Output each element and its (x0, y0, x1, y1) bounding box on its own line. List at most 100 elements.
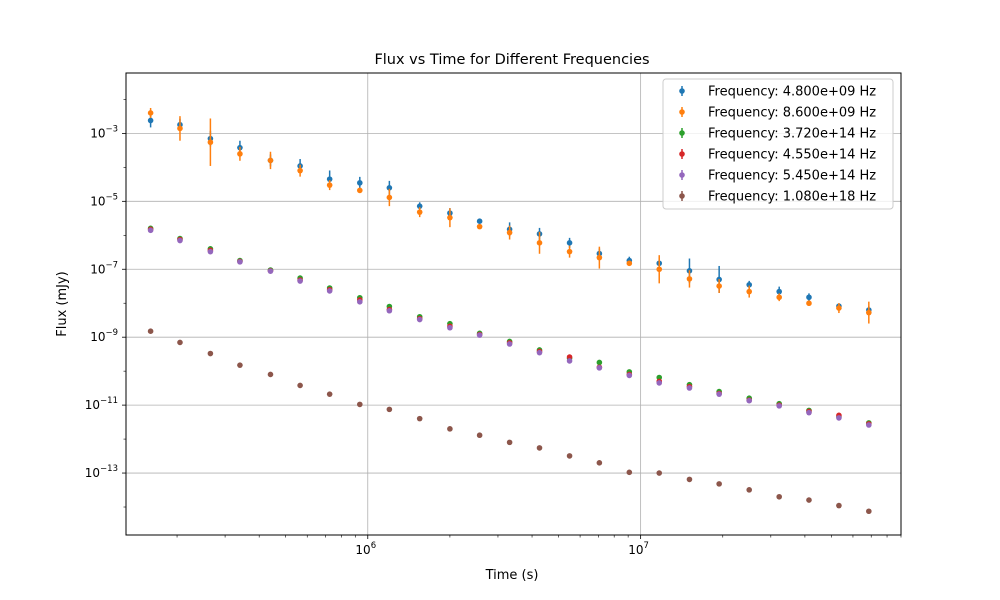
data-point (326, 182, 333, 188)
series-2 (147, 107, 872, 324)
data-point (566, 354, 573, 360)
data-point (806, 409, 812, 416)
data-point (776, 294, 782, 301)
data-point (656, 380, 663, 386)
data-point (746, 281, 753, 288)
data-point (716, 283, 722, 289)
legend-point-marker (679, 109, 685, 115)
legend-label: Frequency: 4.550e+14 Hz (708, 148, 876, 163)
legend-point-marker (679, 151, 685, 157)
data-point (207, 139, 214, 146)
data-point (237, 259, 243, 265)
chart-title: Flux vs Time for Different Frequencies (374, 52, 649, 68)
data-point (357, 187, 363, 194)
data-point (806, 294, 812, 301)
legend-label: Frequency: 5.450e+14 Hz (708, 169, 876, 184)
data-point (746, 487, 753, 493)
legend: Frequency: 4.800e+09 Hz Frequency: 8.600e… (662, 78, 894, 210)
plot-frame (125, 72, 902, 536)
data-point (267, 371, 274, 378)
data-point (326, 288, 333, 294)
data-point (207, 350, 214, 357)
data-point (866, 508, 872, 515)
data-point (536, 349, 543, 356)
x-axis-label: Time (s) (485, 568, 539, 583)
data-point (806, 300, 812, 307)
data-point (147, 117, 154, 124)
data-point (566, 453, 573, 459)
data-point (326, 391, 333, 397)
data-point (386, 406, 393, 413)
series-3 (147, 225, 872, 426)
data-point (297, 382, 303, 389)
series-6 (147, 328, 872, 515)
data-point (836, 415, 842, 421)
data-point (506, 229, 513, 236)
data-point (686, 385, 693, 391)
y-tick-label: 10−13 (85, 464, 118, 480)
series-4 (147, 226, 872, 427)
data-point (177, 125, 183, 132)
data-point (626, 372, 633, 379)
data-point (357, 180, 363, 186)
data-point (147, 227, 154, 234)
data-point (776, 403, 782, 409)
grid-lines (126, 73, 901, 535)
legend-label: Frequency: 3.720e+14 Hz (708, 127, 876, 142)
data-point (177, 237, 183, 244)
data-point (566, 358, 573, 364)
legend-label: Frequency: 1.080e+18 Hz (708, 190, 876, 205)
data-point (866, 422, 872, 428)
y-axis-label: Flux (mJy) (55, 271, 70, 337)
data-point (297, 278, 303, 284)
y-tick-label: 10−9 (90, 328, 118, 344)
data-point (357, 299, 363, 305)
data-point (386, 194, 393, 201)
data-point (267, 157, 274, 164)
data-point (237, 362, 243, 368)
data-point (746, 288, 753, 295)
data-point (716, 481, 722, 487)
legend-point-marker (679, 88, 685, 94)
data-point (447, 324, 453, 331)
x-tick-label: 106 (355, 541, 376, 557)
data-point (447, 214, 453, 221)
data-point (806, 497, 812, 503)
data-point (866, 309, 872, 316)
data-point (656, 266, 663, 273)
data-point (506, 341, 513, 347)
data-point (596, 365, 603, 371)
legend-item: Frequency: 4.550e+14 Hz (679, 148, 876, 163)
data-point (476, 432, 483, 439)
legend-label: Frequency: 8.600e+09 Hz (708, 106, 876, 121)
data-point (686, 276, 693, 282)
data-point (207, 248, 214, 255)
data-point (386, 185, 393, 191)
data-point (746, 397, 753, 404)
x-tick-label: 107 (628, 541, 649, 557)
data-point (297, 167, 303, 174)
data-points (147, 107, 872, 515)
data-point (476, 218, 483, 224)
legend-item: Frequency: 1.080e+18 Hz (679, 190, 876, 205)
data-point (686, 476, 693, 483)
data-point (416, 415, 423, 422)
legend-point-marker (679, 193, 685, 199)
data-point (447, 426, 453, 432)
data-point (566, 240, 573, 246)
legend-item: Frequency: 3.720e+14 Hz (679, 127, 876, 142)
data-point (237, 151, 243, 157)
legend-box (662, 78, 894, 210)
data-point (386, 307, 393, 314)
legend-point-marker (679, 172, 685, 178)
y-tick-label: 10−7 (90, 260, 118, 276)
legend-item: Frequency: 4.800e+09 Hz (679, 85, 876, 100)
data-point (596, 359, 603, 366)
data-point (177, 339, 183, 346)
y-tick-label: 10−3 (90, 124, 118, 140)
data-point (536, 445, 543, 451)
data-point (476, 223, 483, 230)
data-point (416, 209, 423, 215)
data-point (416, 203, 423, 209)
